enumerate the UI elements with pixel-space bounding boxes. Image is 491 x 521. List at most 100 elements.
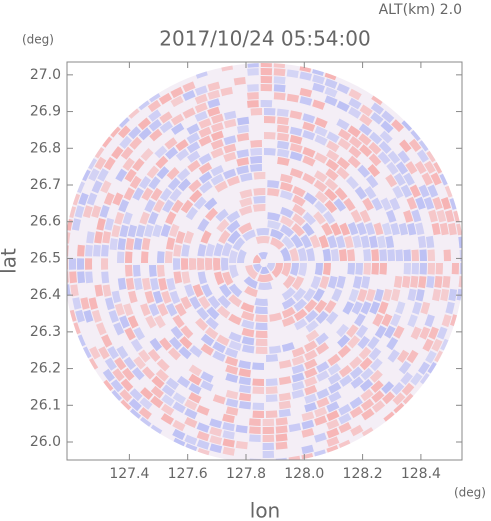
radar-cell: [318, 234, 329, 249]
radar-cell: [410, 130, 421, 142]
radar-cell: [225, 406, 239, 416]
radar-cell: [419, 263, 428, 275]
radar-cell: [111, 224, 121, 238]
radar-cell: [290, 234, 304, 249]
radar-cell: [125, 237, 135, 251]
radar-cell: [197, 257, 205, 271]
radar-cell: [368, 347, 382, 361]
radar-cell: [292, 203, 306, 216]
radar-cell: [254, 298, 268, 306]
radar-cell: [327, 235, 338, 249]
radar-cell: [94, 231, 103, 244]
radar-cell: [275, 457, 287, 460]
radar-cell: [305, 320, 319, 333]
radar-cell: [439, 222, 449, 236]
radar-cell: [122, 367, 135, 381]
radar-cell: [354, 186, 367, 200]
radar-cell: [309, 234, 321, 249]
radar-cell: [418, 184, 430, 198]
radar-cell: [151, 375, 165, 389]
radar-cell: [139, 176, 152, 190]
radar-cell: [77, 334, 86, 347]
radar-cell: [200, 380, 214, 392]
radar-cell: [337, 138, 351, 151]
radar-cell: [314, 125, 328, 137]
radar-cell: [281, 235, 295, 250]
radar-cell: [129, 136, 143, 150]
radar-cell: [450, 314, 457, 327]
radar-cell: [223, 135, 237, 146]
radar-cell: [213, 257, 221, 271]
radar-cell: [325, 311, 339, 325]
radar-cell: [303, 192, 318, 205]
radar-cell: [80, 297, 90, 310]
radar-cell: [147, 99, 161, 113]
radar-cell: [390, 313, 402, 327]
radar-cell: [352, 235, 362, 248]
radar-cell: [415, 222, 425, 236]
radar-cell: [128, 108, 140, 119]
radar-cell: [221, 257, 229, 271]
radar-cell: [302, 130, 316, 141]
radar-cell: [302, 172, 316, 185]
radar-cell: [77, 258, 85, 270]
radar-cell: [377, 151, 391, 165]
radar-cell: [338, 413, 352, 425]
radar-cell: [247, 92, 259, 100]
radar-cell: [275, 425, 288, 434]
radar-cell: [195, 71, 208, 79]
radar-cell: [253, 187, 266, 196]
radar-cell: [207, 89, 221, 100]
radar-cell: [247, 100, 259, 108]
radar-cell: [405, 161, 418, 175]
radar-cell: [132, 158, 145, 172]
radar-cell: [379, 263, 387, 275]
radar-cell: [365, 288, 376, 302]
radar-cell: [69, 206, 77, 218]
radar-cell: [240, 302, 255, 313]
radar-cell: [344, 235, 354, 249]
radar-cell: [158, 278, 168, 291]
radar-cell: [225, 398, 239, 408]
radar-cell: [262, 418, 275, 427]
radar-cell: [441, 314, 452, 328]
y-tick-label: 26.5: [30, 250, 61, 266]
radar-cell: [383, 411, 395, 422]
radar-cell: [114, 303, 125, 316]
radar-cell: [321, 222, 333, 236]
radar-cell: [172, 314, 185, 329]
radar-cell: [323, 210, 336, 225]
radar-cell: [269, 345, 282, 354]
radar-cell: [434, 350, 443, 363]
radar-cell: [156, 166, 170, 180]
radar-cell: [398, 222, 409, 236]
radar-cell: [236, 149, 249, 159]
radar-cell: [210, 165, 224, 177]
radar-cell: [419, 249, 427, 261]
radar-cell: [69, 271, 77, 284]
radar-cell: [238, 392, 252, 402]
radar-cell: [159, 111, 173, 124]
radar-cell: [236, 165, 249, 175]
radar-cell: [264, 147, 276, 156]
radar-cell: [210, 122, 224, 133]
radar-cell: [324, 78, 338, 89]
radar-cell: [398, 360, 412, 375]
radar-cell: [326, 436, 340, 447]
radar-cell: [458, 236, 462, 249]
radar-cell: [194, 93, 208, 105]
radar-field: [67, 62, 462, 460]
radar-cell: [427, 249, 435, 261]
radar-cell: [352, 276, 362, 289]
radar-cell: [188, 392, 202, 404]
radar-cell: [159, 187, 173, 202]
radar-cell: [406, 349, 419, 364]
radar-cell: [270, 237, 285, 250]
radar-cell: [89, 358, 99, 370]
radar-cell: [304, 393, 318, 404]
radar-cell: [403, 249, 411, 262]
radar-cell: [301, 444, 314, 455]
radar-cell: [74, 205, 85, 218]
radar-cell: [310, 275, 322, 290]
radar-cell: [336, 157, 351, 170]
